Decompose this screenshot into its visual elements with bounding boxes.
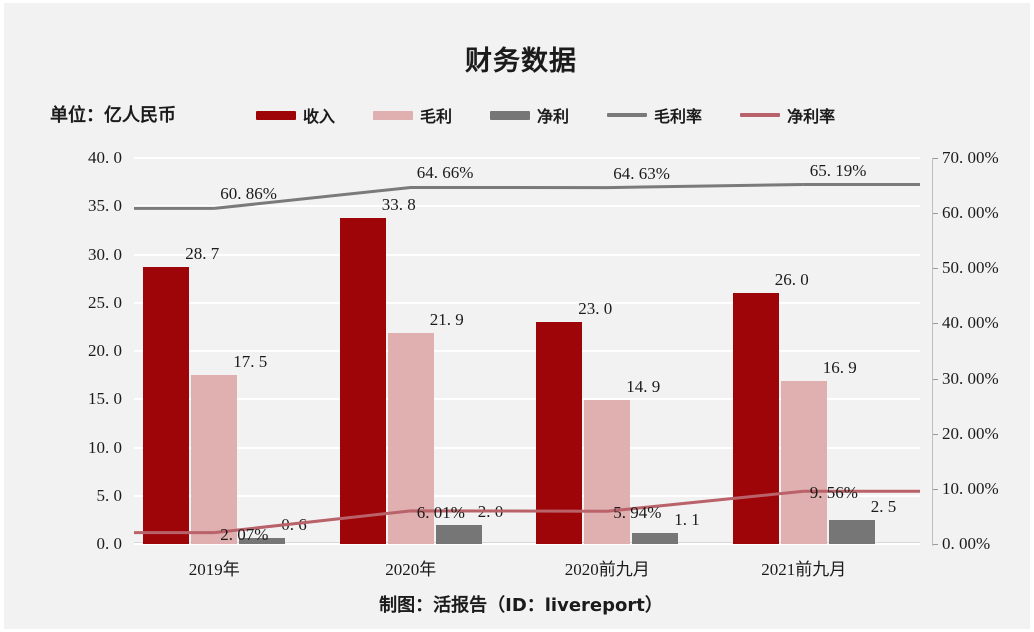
y-axis-right-tick-mark xyxy=(932,268,938,270)
bar-value-label: 23. 0 xyxy=(578,299,613,319)
line-value-label: 2. 07% xyxy=(220,524,269,544)
bar-value-label: 16. 9 xyxy=(822,357,857,377)
bar-value-label: 14. 9 xyxy=(626,377,661,397)
y-axis-right-tick-mark xyxy=(932,488,938,490)
legend-label: 收入 xyxy=(303,107,336,126)
y-axis-left-tick: 15. 0 xyxy=(88,389,122,409)
line-净利率[interactable] xyxy=(214,489,804,535)
y-axis-right-tick: 40. 00% xyxy=(942,313,999,333)
gridline xyxy=(134,398,920,401)
gridline xyxy=(134,205,920,208)
y-axis-right-tick: 70. 00% xyxy=(942,148,999,167)
bar-毛利-2019年[interactable] xyxy=(191,375,238,544)
bar-毛利-2021前九月[interactable] xyxy=(780,380,827,544)
y-axis-left-tick: 25. 0 xyxy=(88,292,122,312)
y-axis-left-tick: 20. 0 xyxy=(88,341,122,360)
y-axis-left-tick: 10. 0 xyxy=(88,437,122,457)
gridline xyxy=(134,157,920,159)
gridline xyxy=(134,446,920,449)
legend-item-毛利[interactable]: 毛利 xyxy=(373,103,452,127)
bar-value-label: 2. 5 xyxy=(870,496,897,516)
y-axis-right-tick-mark xyxy=(932,544,938,545)
legend-label: 净利率 xyxy=(787,107,836,126)
y-axis-left-tick: 0. 0 xyxy=(96,534,123,553)
y-axis-right-tick-mark xyxy=(932,433,938,435)
bar-收入-2020年[interactable] xyxy=(339,217,386,544)
bar-收入-2020前九月[interactable] xyxy=(536,322,583,544)
legend-item-净利率[interactable]: 净利率 xyxy=(740,103,835,127)
y-axis-right-tick-mark xyxy=(932,158,938,159)
y-axis-right-tick: 10. 00% xyxy=(942,478,999,498)
bar-value-label: 33. 8 xyxy=(381,194,416,214)
gridline xyxy=(134,543,920,545)
y-axis-right-tick-mark xyxy=(932,213,938,215)
bar-value-label: 1. 1 xyxy=(674,510,700,530)
bar-value-label: 17. 5 xyxy=(233,352,268,372)
bar-value-label: 21. 9 xyxy=(429,309,464,329)
legend-item-毛利率[interactable]: 毛利率 xyxy=(607,103,702,127)
line-毛利率[interactable] xyxy=(214,183,804,210)
y-axis-left: 0. 0 5. 0 10. 0 15. 0 20. 0 25. 0 30. 0 35. 0 40… xyxy=(42,148,123,553)
x-axis-label-2019年: 2019年 xyxy=(188,560,240,579)
legend-swatch-icon xyxy=(740,113,781,117)
gridline xyxy=(134,253,920,256)
bar-收入-2019年[interactable] xyxy=(143,267,190,544)
legend-label: 净利 xyxy=(537,107,570,126)
x-axis-label-2021前九月: 2021前九月 xyxy=(761,560,847,579)
bar-净利-2020前九月[interactable] xyxy=(632,533,679,544)
gridline xyxy=(134,494,920,497)
y-axis-left-tick: 35. 0 xyxy=(88,196,122,216)
legend-item-收入[interactable]: 收入 xyxy=(256,103,335,127)
y-axis-right-tick: 50. 00% xyxy=(942,258,999,278)
chart-legend: 收入 毛利 净利 毛利率 净利率 xyxy=(256,103,835,127)
y-axis-left-tick: 30. 0 xyxy=(88,244,122,264)
line-value-label: 5. 94% xyxy=(613,503,662,523)
legend-swatch-icon xyxy=(490,110,531,120)
bar-value-label: 26. 0 xyxy=(774,270,809,290)
y-axis-right-tick: 60. 00% xyxy=(942,203,999,223)
plot-area: 28. 7 17. 5 0. 6 33. 8 21. 9 2. 0 23. 0 14. 9 1.… xyxy=(134,157,920,545)
right-axis-line xyxy=(932,158,933,546)
line-value-label: 65. 19% xyxy=(809,160,867,180)
y-axis-right-tick-mark xyxy=(932,378,938,380)
page-title: 财务数据 xyxy=(465,46,577,77)
bar-毛利-2020前九月[interactable] xyxy=(584,400,631,544)
y-axis-right-tick: 30. 00% xyxy=(942,368,999,388)
y-axis-left-tick: 40. 0 xyxy=(88,148,122,167)
chart-credit: 制图：活报告（ID：livereport） xyxy=(379,595,663,616)
line-series-layer xyxy=(134,183,920,535)
x-axis-label-2020前九月: 2020前九月 xyxy=(564,560,650,579)
x-axis-label-2020年: 2020年 xyxy=(385,560,437,579)
y-axis-left-tick: 5. 0 xyxy=(96,485,123,505)
y-axis-right-tick: 0. 00% xyxy=(942,534,991,553)
line-value-label: 60. 86% xyxy=(220,184,277,204)
gridline xyxy=(134,301,920,304)
line-value-label: 64. 63% xyxy=(613,163,670,183)
line-value-label: 9. 56% xyxy=(809,483,858,503)
bar-value-label: 28. 7 xyxy=(185,244,220,264)
legend-label: 毛利 xyxy=(420,107,453,126)
bar-毛利-2020年[interactable] xyxy=(387,332,434,544)
legend-swatch-icon xyxy=(373,110,414,120)
legend-swatch-icon xyxy=(256,110,296,120)
legend-swatch-icon xyxy=(607,113,648,117)
y-axis-right-tick: 20. 00% xyxy=(942,423,999,443)
line-value-label: 64. 66% xyxy=(416,163,474,183)
legend-item-净利[interactable]: 净利 xyxy=(490,103,569,127)
bar-净利-2021前九月[interactable] xyxy=(828,519,875,544)
gridline xyxy=(134,350,920,352)
bar-收入-2021前九月[interactable] xyxy=(732,293,779,544)
y-axis-right-tick-mark xyxy=(932,323,938,325)
line-value-label: 6. 01% xyxy=(416,502,465,522)
bar-净利-2020年[interactable] xyxy=(435,524,482,544)
legend-label: 毛利率 xyxy=(654,107,703,126)
y-axis-right: 0. 00% 10. 00% 20. 00% 30. 00% 40. 00% 50. 00… xyxy=(932,148,1022,553)
bar-净利-2019年[interactable] xyxy=(239,538,286,544)
unit-label: 单位：亿人民币 xyxy=(50,105,176,126)
